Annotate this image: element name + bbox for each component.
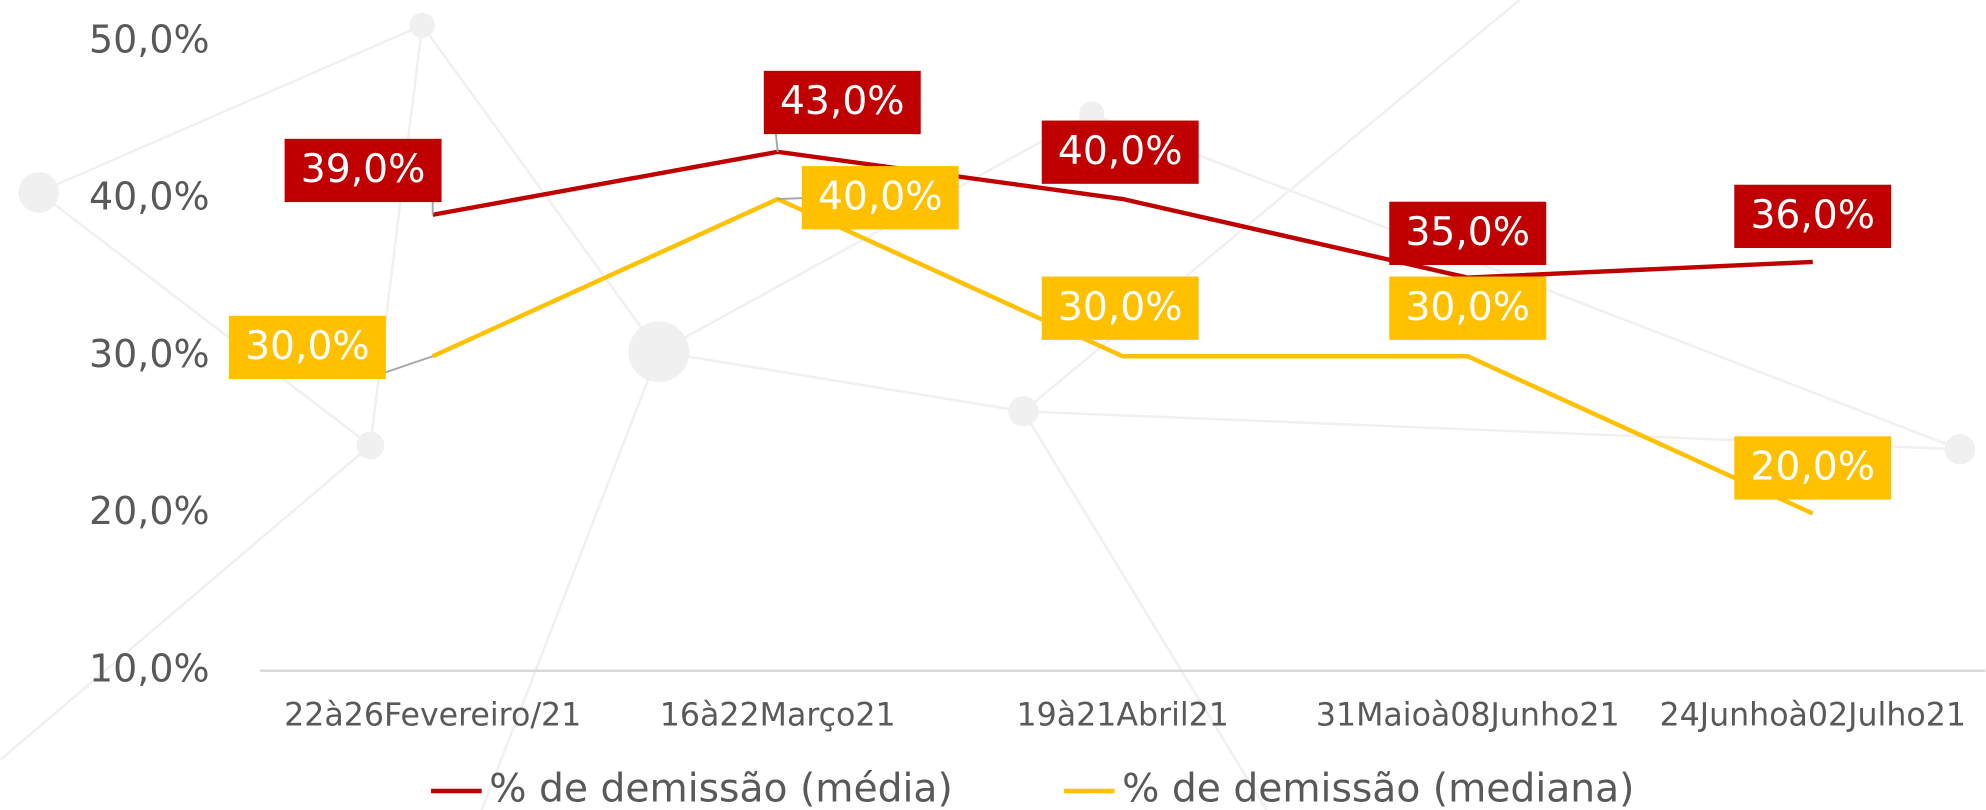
x-tick-label: 31Maioà08Junho21	[1316, 697, 1620, 733]
value-label-box	[284, 138, 442, 203]
series-line	[432, 149, 1813, 280]
value-label: 40,0%	[1058, 129, 1183, 174]
x-tick-label: 22à26Fevereiro/21	[284, 697, 581, 733]
value-label-box	[1041, 120, 1199, 184]
value-label: 30,0%	[245, 324, 370, 369]
legend-label: % de demissão (média)	[489, 767, 952, 810]
value-label-box	[1389, 201, 1547, 265]
x-tick-label: 24Junhoà02Julho21	[1660, 697, 1966, 733]
series-line	[431, 196, 1814, 516]
y-tick-label: 50,0%	[89, 17, 210, 61]
value-label: 35,0%	[1405, 210, 1530, 255]
y-tick-label: 40,0%	[89, 175, 210, 219]
y-tick-label: 30,0%	[89, 332, 210, 376]
value-label: 36,0%	[1750, 193, 1875, 238]
value-label: 43,0%	[780, 79, 905, 124]
value-label-box	[801, 166, 959, 230]
value-label: 30,0%	[1058, 285, 1183, 330]
leader-line	[376, 355, 434, 377]
y-tick-label: 20,0%	[89, 489, 210, 533]
value-label: 39,0%	[301, 147, 426, 192]
value-label-box	[1389, 276, 1547, 340]
value-label: 30,0%	[1405, 285, 1530, 330]
value-label-box	[228, 315, 386, 380]
value-label: 20,0%	[1750, 445, 1875, 490]
value-label-box	[1734, 184, 1892, 248]
y-tick-label: 10,0%	[89, 646, 210, 690]
value-label-box	[763, 70, 921, 135]
legend-label: % de demissão (mediana)	[1122, 767, 1634, 810]
value-label: 40,0%	[818, 175, 943, 220]
value-label-box	[1734, 436, 1892, 500]
value-label-box	[1041, 276, 1199, 340]
x-tick-label: 19à21Abril21	[1017, 697, 1229, 733]
x-tick-label: 16à22Março21	[660, 697, 896, 733]
